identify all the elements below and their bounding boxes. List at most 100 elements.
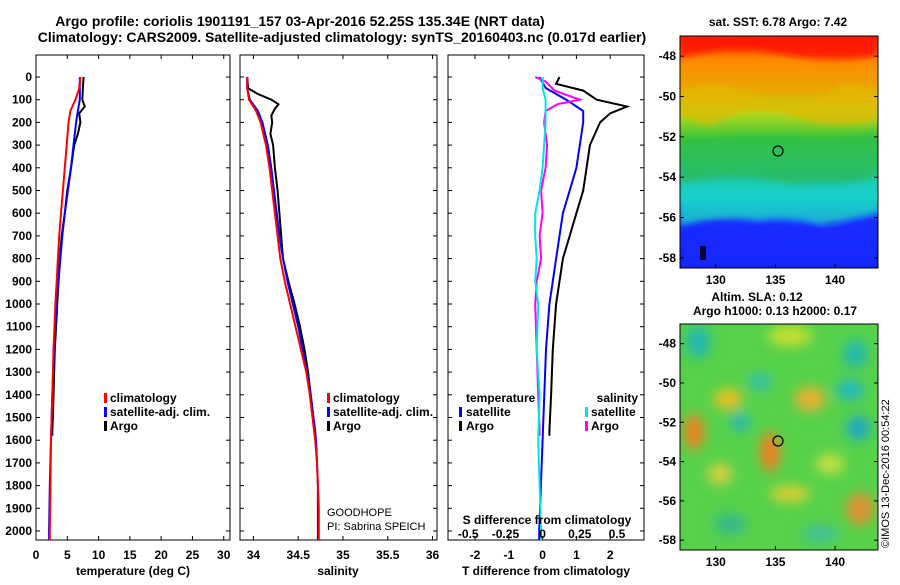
difference-legend-temperature: temperature satellite Argo xyxy=(459,391,536,433)
legend-climatology-swatch xyxy=(104,393,107,403)
x-tick-label: 15 xyxy=(123,548,137,562)
project-note: GOODHOPE xyxy=(327,507,392,519)
sst-map-ticks: -48 -50 -52 -54 -56 -58 130 135 140 xyxy=(659,49,878,287)
temperature-ticks: 0 5 10 15 20 25 30 xyxy=(33,55,231,562)
sst-map-field xyxy=(680,36,878,268)
depth-tick-label: 1300 xyxy=(5,365,32,379)
map-lat-label: -56 xyxy=(659,211,677,225)
sst-map: sat. SST: 6.78 Argo: 7.42 -48 -50 -52 -54 -5… xyxy=(659,15,879,287)
sla-map-title1: Altim. SLA: 0.12 xyxy=(711,290,803,304)
map-lon-label: 140 xyxy=(825,555,845,569)
depth-tick-label: 1100 xyxy=(6,320,32,334)
s-difference-tick-label: 0.25 xyxy=(568,527,592,541)
legend-satellite-swatch xyxy=(104,407,107,417)
s-difference-tick-label: 0 xyxy=(539,527,546,541)
depth-tick-label: 1500 xyxy=(5,411,32,425)
salinity-ticks: 34 34.5 35 35.5 36 xyxy=(240,55,440,562)
legend-salinity-head: salinity xyxy=(597,391,639,405)
map-lat-label: -50 xyxy=(659,376,677,390)
depth-tick-label: 100 xyxy=(12,93,32,107)
temperature-lines xyxy=(48,76,86,541)
depth-tick-label: 600 xyxy=(12,206,32,220)
depth-tick-label: 500 xyxy=(12,184,32,198)
difference-ticks: -2 -1 0 1 2 xyxy=(448,55,644,562)
map-lon-label: 130 xyxy=(706,555,726,569)
difference-xlabel: T difference from climatology xyxy=(462,564,630,578)
x-tick-label: 10 xyxy=(92,548,106,562)
legend-satellite-swatch xyxy=(327,407,330,417)
climatology-temperature-line xyxy=(48,76,82,541)
legend-satellite: satellite-adj. clim. xyxy=(110,405,210,419)
x-tick-label: 34 xyxy=(247,548,261,562)
map-lat-label: -48 xyxy=(659,49,677,63)
depth-tick-label: 900 xyxy=(12,274,32,288)
depth-tick-label: 800 xyxy=(12,252,32,266)
depth-tick-label: 400 xyxy=(12,161,32,175)
x-tick-label: 0 xyxy=(33,548,40,562)
sla-map-frame xyxy=(679,323,879,551)
legend-climatology: climatology xyxy=(333,391,400,405)
salinity-lines xyxy=(246,76,320,541)
legend-temperature-head: temperature xyxy=(466,391,536,405)
temperature-panel: 0 5 10 15 20 25 30 climatology satellite-adj. … xyxy=(33,54,231,578)
imos-credit: ©IMOS 13-Dec-2016 00:54:22 xyxy=(880,399,892,548)
s-difference-label: S difference from climatology xyxy=(463,513,632,527)
sst-missing-data xyxy=(700,246,706,260)
depth-tick-label: 1200 xyxy=(5,342,32,356)
sla-field-texture xyxy=(684,326,874,542)
x-tick-label: 0 xyxy=(539,548,546,562)
x-tick-label: 34.5 xyxy=(287,548,311,562)
legend-temp-argo: Argo xyxy=(466,419,494,433)
figure-title-line2: Climatology: CARS2009. Satellite-adjuste… xyxy=(38,29,646,45)
map-lat-label: -58 xyxy=(659,533,677,547)
depth-tick-label: 700 xyxy=(12,229,32,243)
x-tick-label: 1 xyxy=(573,548,580,562)
s-difference-tick-label: 0.5 xyxy=(609,527,626,541)
map-lat-label: -52 xyxy=(659,415,677,429)
pi-note: PI: Sabrina SPEICH xyxy=(327,521,425,533)
depth-tick-label: 2000 xyxy=(5,524,32,538)
sla-map-title2: Argo h1000: 0.13 h2000: 0.17 xyxy=(693,304,857,318)
sst-map-title: sat. SST: 6.78 Argo: 7.42 xyxy=(709,15,848,29)
x-tick-label: -1 xyxy=(503,548,514,562)
s-difference-ticks: -0.5 -0.25 0 0.25 0.5 xyxy=(458,527,626,541)
legend-climatology: climatology xyxy=(110,391,177,405)
salinity-frame xyxy=(239,54,438,541)
legend-argo-swatch xyxy=(104,421,107,431)
satellite-temperature-difference-line xyxy=(538,76,585,541)
difference-panel: -2 -1 0 1 2 temperature satellite Argo salin… xyxy=(447,54,645,578)
legend-sal-argo-swatch xyxy=(585,421,588,431)
satellite-salinity-difference-line xyxy=(534,77,547,541)
legend-climatology-swatch xyxy=(327,393,330,403)
map-lat-label: -56 xyxy=(659,494,677,508)
legend-temp-argo-swatch xyxy=(459,421,462,431)
temperature-frame xyxy=(35,54,231,541)
sst-map-frame xyxy=(679,35,879,269)
salinity-legend: climatology satellite-adj. clim. Argo xyxy=(327,391,433,433)
depth-tick-label: 1400 xyxy=(5,388,32,402)
legend-sal-satellite: satellite xyxy=(591,405,636,419)
temperature-xlabel: temperature (deg C) xyxy=(76,564,190,578)
argo-temperature-difference-line xyxy=(548,76,631,436)
x-tick-label: 25 xyxy=(186,548,200,562)
legend-sal-argo: Argo xyxy=(591,419,619,433)
map-lat-label: -54 xyxy=(659,170,677,184)
temperature-legend: climatology satellite-adj. clim. Argo xyxy=(104,391,210,433)
depth-tick-label: 1800 xyxy=(5,479,32,493)
depth-axis-labels: 0 100 200 300 400 500 600 700 800 900 1000 1100 1200… xyxy=(5,70,32,538)
difference-lines xyxy=(534,76,631,541)
figure-title-line1: Argo profile: coriolis 1901191_157 03-Ap… xyxy=(55,13,544,29)
sla-map-ticks: -48 -50 -52 -54 -56 -58 130 135 140 xyxy=(659,337,878,569)
map-lon-label: 130 xyxy=(706,273,726,287)
salinity-xlabel: salinity xyxy=(317,564,359,578)
depth-tick-label: 1900 xyxy=(5,501,32,515)
map-lon-label: 140 xyxy=(825,273,845,287)
legend-temp-satellite: satellite xyxy=(466,405,511,419)
depth-tick-label: 300 xyxy=(12,138,32,152)
legend-temp-satellite-swatch xyxy=(459,407,462,417)
sst-field-texture xyxy=(680,36,878,268)
x-tick-label: 5 xyxy=(64,548,71,562)
map-lon-label: 135 xyxy=(765,555,785,569)
